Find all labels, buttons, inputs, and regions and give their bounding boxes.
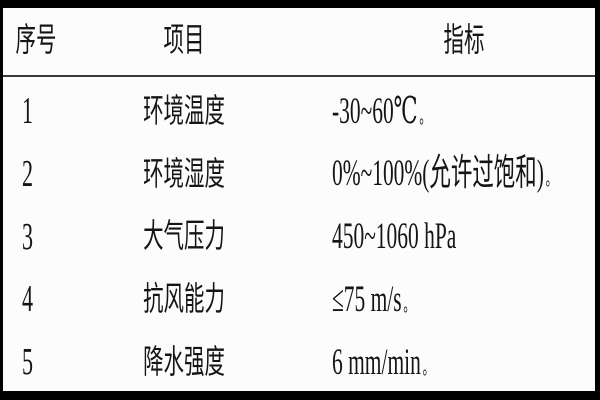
indicator-value: 6 mm/min。 [332,341,434,383]
header-cell-item: 项目 [51,23,316,59]
indicator-value: ≤75 m/s。 [332,278,415,320]
row-number-cell: 4 [3,279,51,321]
row-number: 4 [21,278,33,321]
row-number: 5 [21,341,33,384]
table-row: 1 环境温度 -30~60℃。 [3,77,595,140]
indicator-value: 0%~100%(允许过饱和)。 [332,153,557,195]
full-stop: 。 [422,357,434,379]
row-number-cell: 3 [3,215,51,259]
table-row: 5 降水强度 6 mm/min。 [3,328,595,391]
row-number: 1 [21,90,33,132]
item-cell: 抗风能力 [51,282,316,318]
indicator-cell: ≤75 m/s。 [316,278,595,321]
table-row: 3 大气压力 450~1060 hPa [3,203,595,266]
full-stop: 。 [403,294,415,316]
full-stop: 。 [419,106,431,128]
indicator-value: 450~1060 hPa [332,216,457,258]
item-cell: 环境湿度 [51,157,316,193]
indicator-cell: 450~1060 hPa [316,216,595,258]
row-number-cell: 5 [3,341,51,384]
item-cell: 环境温度 [51,94,316,130]
indicator-cell: -30~60℃。 [316,90,595,133]
item-label: 环境温度 [142,93,225,130]
item-label: 降水强度 [142,344,225,381]
table-row: 4 抗风能力 ≤75 m/s。 [3,265,595,328]
header-cell-no: 序号 [3,23,57,59]
item-cell: 降水强度 [51,345,316,381]
header-cell-indicator: 指标 [316,23,595,59]
indicator-value: -30~60℃。 [332,90,431,132]
header-item-label: 项目 [163,23,204,60]
header-no-label: 序号 [15,23,57,60]
table-row: 2 环境湿度 0%~100%(允许过饱和)。 [3,140,595,203]
table-header-row: 序号 项目 指标 [3,8,595,77]
header-indicator-label: 指标 [443,23,484,60]
indicator-cell: 6 mm/min。 [316,341,595,384]
indicator-cell: 0%~100%(允许过饱和)。 [316,153,595,195]
row-number-cell: 1 [3,90,51,133]
row-number: 3 [21,215,33,258]
item-label: 大气压力 [142,219,225,256]
item-cell: 大气压力 [51,219,316,255]
item-label: 抗风能力 [142,282,225,319]
full-stop: 。 [545,169,557,191]
row-number: 2 [21,152,33,195]
item-label: 环境湿度 [142,156,225,193]
row-number-cell: 2 [3,152,51,196]
